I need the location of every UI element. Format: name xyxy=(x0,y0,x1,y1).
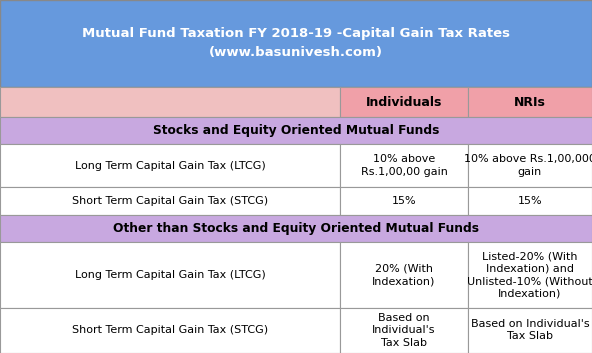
Bar xyxy=(0,118,592,144)
Bar xyxy=(340,187,468,215)
Bar xyxy=(0,307,340,353)
Text: Individuals: Individuals xyxy=(366,96,442,109)
Bar xyxy=(0,0,592,87)
Text: Long Term Capital Gain Tax (LTCG): Long Term Capital Gain Tax (LTCG) xyxy=(75,161,266,170)
Bar xyxy=(0,187,340,215)
Text: Long Term Capital Gain Tax (LTCG): Long Term Capital Gain Tax (LTCG) xyxy=(75,270,266,280)
Bar xyxy=(340,242,468,307)
Text: 15%: 15% xyxy=(392,196,416,206)
Text: Short Term Capital Gain Tax (STCG): Short Term Capital Gain Tax (STCG) xyxy=(72,325,268,335)
Text: 20% (With
Indexation): 20% (With Indexation) xyxy=(372,264,436,286)
Text: Listed-20% (With
Indexation) and
Unlisted-10% (Without
Indexation): Listed-20% (With Indexation) and Unliste… xyxy=(467,251,592,299)
Text: NRIs: NRIs xyxy=(514,96,546,109)
Text: 10% above
Rs.1,00,00 gain: 10% above Rs.1,00,00 gain xyxy=(361,154,448,177)
Bar xyxy=(468,242,592,307)
Text: Based on
Individual's
Tax Slab: Based on Individual's Tax Slab xyxy=(372,313,436,348)
Bar xyxy=(468,307,592,353)
Text: Based on Individual's
Tax Slab: Based on Individual's Tax Slab xyxy=(471,319,589,341)
Text: Stocks and Equity Oriented Mutual Funds: Stocks and Equity Oriented Mutual Funds xyxy=(153,124,439,137)
Bar xyxy=(468,87,592,118)
Bar xyxy=(0,215,592,242)
Text: Mutual Fund Taxation FY 2018-19 -Capital Gain Tax Rates
(www.basunivesh.com): Mutual Fund Taxation FY 2018-19 -Capital… xyxy=(82,28,510,60)
Text: 15%: 15% xyxy=(517,196,542,206)
Text: Other than Stocks and Equity Oriented Mutual Funds: Other than Stocks and Equity Oriented Mu… xyxy=(113,222,479,235)
Bar xyxy=(340,307,468,353)
Bar xyxy=(468,144,592,187)
Bar xyxy=(0,242,340,307)
Text: Short Term Capital Gain Tax (STCG): Short Term Capital Gain Tax (STCG) xyxy=(72,196,268,206)
Bar xyxy=(340,87,468,118)
Bar xyxy=(0,144,340,187)
Bar xyxy=(340,144,468,187)
Bar xyxy=(0,87,340,118)
Text: 10% above Rs.1,00,000
gain: 10% above Rs.1,00,000 gain xyxy=(464,154,592,177)
Bar xyxy=(468,187,592,215)
